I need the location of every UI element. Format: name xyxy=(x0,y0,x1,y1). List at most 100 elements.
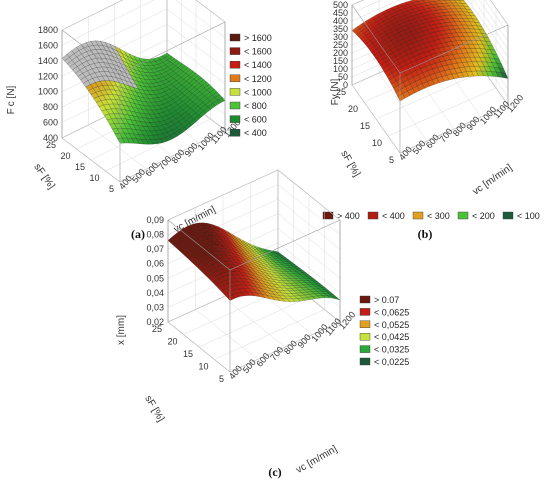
z-axis-label: F c [N] xyxy=(6,85,17,114)
legend-swatch xyxy=(359,357,371,366)
x-tick-label: 10 xyxy=(198,362,208,372)
z-tick-label: 300 xyxy=(333,32,348,42)
surface-cell xyxy=(117,137,126,144)
legend-swatch xyxy=(229,61,241,69)
x-tick-label: 20 xyxy=(60,151,70,161)
z-tick-label: 350 xyxy=(333,24,348,34)
z-tick-label: 100 xyxy=(333,64,348,74)
legend-swatch xyxy=(229,33,241,42)
z-tick-label: 50 xyxy=(338,72,348,82)
legend-label: < 0,0325 xyxy=(374,345,409,355)
x-tick-label: 5 xyxy=(389,155,394,165)
surface-cell xyxy=(397,93,406,102)
grid-line xyxy=(105,118,211,172)
box-edge xyxy=(351,4,509,74)
panel-caption: (a) xyxy=(131,227,145,241)
grid-line xyxy=(351,0,509,26)
legend-label: < 0,0525 xyxy=(374,320,409,330)
legend-swatch xyxy=(322,211,334,220)
legend-label: < 1000 xyxy=(244,87,272,97)
legend-swatch xyxy=(457,211,469,220)
legend-swatch xyxy=(412,211,424,220)
grid-line xyxy=(61,0,226,31)
legend-label: < 400 xyxy=(244,128,267,138)
chart-panel-c: 0,02 0,03 0,04 0,05 0,06 0,07 0,08 0,09 25 20 15 10… xyxy=(116,169,409,479)
z-tick-label: 0,04 xyxy=(146,288,164,298)
box-edge xyxy=(61,21,226,75)
grid-line xyxy=(351,0,509,34)
grid-line xyxy=(214,309,325,360)
z-tick-label: 150 xyxy=(333,56,348,66)
legend-swatch xyxy=(229,47,241,55)
z-tick-label: 400 xyxy=(43,133,58,143)
legend-swatch xyxy=(359,295,371,304)
grid-line xyxy=(167,169,341,221)
x-tick-label: 10 xyxy=(372,138,382,148)
z-tick-label: 0,02 xyxy=(146,317,164,327)
y-axis-label: vc [m/min] xyxy=(294,444,339,476)
grid-line xyxy=(119,129,226,183)
legend-label: < 0,0625 xyxy=(374,307,409,317)
panel-caption: (c) xyxy=(268,465,281,479)
legend-label: < 300 xyxy=(427,211,450,221)
z-tick-label: 0,07 xyxy=(146,244,164,254)
x-tick-label: 15 xyxy=(360,121,370,131)
grid-line xyxy=(229,321,341,373)
x-tick-label: 20 xyxy=(348,104,358,114)
legend-label: > 0.07 xyxy=(374,295,399,305)
z-tick-label: 500 xyxy=(333,0,348,10)
x-tick-label: 5 xyxy=(219,374,224,384)
x-tick-label: 5 xyxy=(109,184,114,194)
legend-label: < 400 xyxy=(382,211,405,221)
legend-label: < 800 xyxy=(244,101,267,111)
x-tick-label: 15 xyxy=(75,162,85,172)
z-axis-label: Fy [N] xyxy=(330,78,341,105)
legend-swatch xyxy=(359,308,371,316)
legend-swatch xyxy=(229,101,241,110)
z-tick-label: 1800 xyxy=(38,25,58,35)
legend-label: < 200 xyxy=(472,211,495,221)
z-tick-label: 800 xyxy=(43,102,58,112)
z-tick-label: 400 xyxy=(333,16,348,26)
z-tick-label: 250 xyxy=(333,40,348,50)
legend-swatch xyxy=(502,211,514,220)
z-tick-label: 1000 xyxy=(38,87,58,97)
z-tick-label: 0,06 xyxy=(146,259,164,269)
z-tick-label: 450 xyxy=(333,8,348,18)
grid-line xyxy=(387,87,497,137)
z-tick-label: 1200 xyxy=(38,71,58,81)
legend-swatch xyxy=(229,74,241,83)
box-edge xyxy=(167,219,341,271)
z-tick-label: 600 xyxy=(43,118,58,128)
legend-swatch xyxy=(359,345,371,353)
z-axis-label: x [mm] xyxy=(116,315,127,345)
x-tick-label: 20 xyxy=(167,337,177,347)
x-tick-label: 10 xyxy=(89,173,99,183)
legend-label: < 0,0425 xyxy=(374,332,409,342)
legend-label: < 1600 xyxy=(244,47,272,57)
x-tick-label: 25 xyxy=(336,87,346,97)
grid-line xyxy=(222,296,286,348)
x-tick-label: 15 xyxy=(183,349,193,359)
z-tick-label: 0 xyxy=(343,80,348,90)
z-tick-label: 0,09 xyxy=(146,215,164,225)
legend-label: < 100 xyxy=(517,211,540,221)
grid-line xyxy=(61,0,226,46)
surface-cell xyxy=(226,294,236,301)
legend-swatch xyxy=(229,88,241,96)
legend-label: > 1600 xyxy=(244,33,272,43)
panel-caption: (b) xyxy=(418,227,433,241)
z-tick-label: 200 xyxy=(333,48,348,58)
z-tick-label: 1400 xyxy=(38,56,58,66)
y-axis-label: vc [m/min] xyxy=(471,162,515,197)
grid-line xyxy=(399,104,509,154)
legend-label: < 1400 xyxy=(244,60,272,70)
legend-swatch xyxy=(229,115,241,123)
x-tick-label: 25 xyxy=(152,324,162,334)
x-axis-label: sF [%] xyxy=(31,162,56,192)
z-tick-label: 1600 xyxy=(38,40,58,50)
z-tick-label: 0,03 xyxy=(146,302,164,312)
legend-swatch xyxy=(367,211,379,220)
x-axis-label: sF [%] xyxy=(142,394,166,424)
